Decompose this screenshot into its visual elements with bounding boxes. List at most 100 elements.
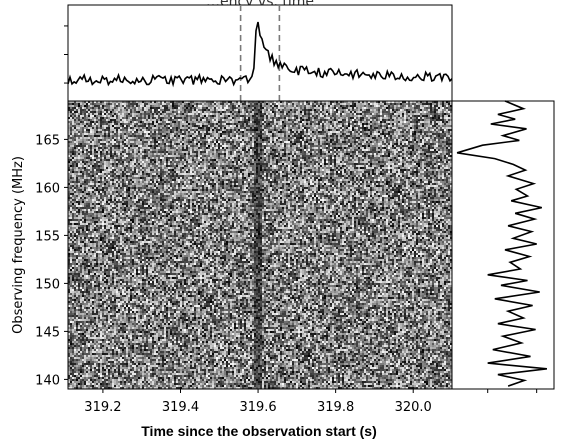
spectrum-pixel <box>122 123 124 125</box>
spectrum-pixel <box>414 109 416 111</box>
spectrum-pixel <box>286 121 288 123</box>
spectrum-pixel <box>326 139 328 141</box>
spectrum-pixel <box>126 113 128 115</box>
spectrum-pixel <box>348 139 350 141</box>
spectrum-pixel <box>104 107 106 109</box>
spectrum-pixel <box>420 145 422 147</box>
spectrum-pixel <box>214 115 216 117</box>
spectrum-pixel <box>100 149 102 151</box>
spectrum-pixel <box>256 119 258 121</box>
spectrum-pixel <box>334 103 336 105</box>
spectrum-pixel <box>298 103 300 105</box>
spectrum-pixel <box>236 125 238 127</box>
spectrum-pixel <box>298 149 300 151</box>
spectrum-pixel <box>108 127 110 129</box>
spectrum-pixel <box>318 121 320 123</box>
spectrum-pixel <box>184 145 186 147</box>
spectrum-pixel <box>380 145 382 147</box>
spectrum-pixel <box>78 141 80 143</box>
spectrum-pixel <box>116 145 118 147</box>
spectrum-pixel <box>320 115 322 117</box>
spectrum-pixel <box>202 151 204 153</box>
spectrum-pixel <box>166 121 168 123</box>
spectrum-pixel <box>140 117 142 119</box>
spectrum-pixel <box>224 143 226 145</box>
spectrum-pixel <box>152 129 154 131</box>
spectrum-pixel <box>122 111 124 113</box>
spectrum-pixel <box>412 133 414 135</box>
spectrum-pixel <box>386 129 388 131</box>
spectrum-pixel <box>350 127 352 129</box>
spectrum-pixel <box>378 105 380 107</box>
spectrum-pixel <box>392 125 394 127</box>
spectrum-pixel <box>306 133 308 135</box>
spectrum-pixel <box>328 149 330 151</box>
spectrum-pixel <box>312 117 314 119</box>
spectrum-pixel <box>386 127 388 129</box>
spectrum-pixel <box>220 109 222 111</box>
spectrum-pixel <box>334 135 336 137</box>
spectrum-pixel <box>376 131 378 133</box>
spectrum-pixel <box>182 115 184 117</box>
spectrum-pixel <box>226 145 228 147</box>
spectrum-pixel <box>150 151 152 153</box>
spectrum-pixel <box>344 125 346 127</box>
spectrum-pixel <box>356 113 358 115</box>
spectrum-pixel <box>320 149 322 151</box>
spectrum-pixel <box>232 151 234 153</box>
spectrum-pixel <box>120 129 122 131</box>
spectrum-pixel <box>142 141 144 143</box>
spectrum-pixel <box>304 125 306 127</box>
spectrum-pixel <box>142 135 144 137</box>
spectrum-pixel <box>302 113 304 115</box>
spectrum-pixel <box>338 149 340 151</box>
spectrum-pixel <box>166 105 168 107</box>
spectrum-pixel <box>182 145 184 147</box>
spectrum-pixel <box>158 125 160 127</box>
spectrum-pixel <box>418 121 420 123</box>
spectrum-pixel <box>380 143 382 145</box>
spectrum-pixel <box>370 143 372 145</box>
spectrum-pixel <box>90 137 92 139</box>
spectrum-pixel <box>308 111 310 113</box>
spectrum-pixel <box>252 119 254 121</box>
spectrum-pixel <box>396 105 398 107</box>
spectrum-pixel <box>120 115 122 117</box>
spectrum-pixel <box>120 147 122 149</box>
spectrum-pixel <box>296 141 298 143</box>
spectrum-pixel <box>448 147 450 149</box>
spectrum-pixel <box>72 151 74 153</box>
spectrum-pixel <box>278 111 280 113</box>
spectrum-pixel <box>156 135 158 137</box>
spectrum-pixel <box>116 115 118 117</box>
spectrum-pixel <box>360 131 362 133</box>
spectrum-pixel <box>446 121 448 123</box>
spectrum-pixel <box>180 107 182 109</box>
spectrum-pixel <box>150 147 152 149</box>
spectrum-pixel <box>136 129 138 131</box>
spectrum-pixel <box>432 139 434 141</box>
spectrum-pixel <box>324 103 326 105</box>
spectrum-pixel <box>80 103 82 105</box>
spectrum-pixel <box>154 135 156 137</box>
spectrum-pixel <box>76 107 78 109</box>
spectrum-pixel <box>320 105 322 107</box>
spectrum-pixel <box>322 119 324 121</box>
spectrum-pixel <box>240 115 242 117</box>
spectrum-pixel <box>440 115 442 117</box>
spectrum-pixel <box>202 103 204 105</box>
spectrum-pixel <box>240 151 242 153</box>
spectrum-pixel <box>76 137 78 139</box>
spectrum-pixel <box>268 113 270 115</box>
spectrum-pixel <box>84 113 86 115</box>
spectrum-pixel <box>232 137 234 139</box>
spectrum-pixel <box>308 105 310 107</box>
spectrum-pixel <box>248 151 250 153</box>
spectrum-pixel <box>140 123 142 125</box>
spectrum-pixel <box>182 127 184 129</box>
spectrum-pixel <box>288 131 290 133</box>
spectrum-pixel <box>280 115 282 117</box>
spectrum-pixel <box>190 127 192 129</box>
spectrum-pixel <box>124 113 126 115</box>
spectrum-pixel <box>220 117 222 119</box>
